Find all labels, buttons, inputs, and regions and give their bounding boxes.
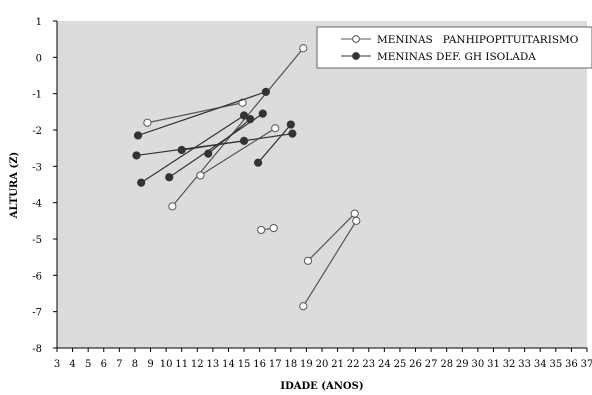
x-tick-label: 25 [394,359,407,370]
x-tick-label: 35 [549,359,562,370]
x-tick-label: 15 [238,359,251,370]
y-tick-label: -8 [32,344,42,355]
series-0-point-open-5-0 [299,302,308,311]
y-tick-label: -3 [32,162,42,173]
x-tick-label: 16 [253,359,266,370]
x-tick-label: 29 [456,359,469,370]
y-tick-label: -7 [32,308,42,319]
legend: MENINAS PANHIPOPITUITARISMO MENINAS DEF.… [316,26,592,69]
x-axis-title: IDADE (ANOS) [280,381,363,392]
series-0-line-4 [307,213,356,262]
x-tick-label: 14 [222,359,235,370]
series-1-point-filled-3-1 [258,109,267,118]
x-tick-label: 18 [284,359,297,370]
x-tick-label: 9 [147,359,153,370]
y-axis-title: ALTURA (Z) [9,152,20,219]
x-tick-label: 30 [472,359,485,370]
series-1-line-2 [140,114,245,184]
series-1-point-filled-6-0 [253,158,263,167]
series-1-point-filled-0-1 [261,87,270,96]
x-tick-label: 7 [116,359,122,370]
x-tick-label: 20 [316,359,329,370]
series-0-point-open-3-0 [257,225,266,235]
series-0-line-2 [200,127,276,176]
series-0-point-open-1-0 [168,202,177,211]
series-1-point-filled-2-1 [239,111,249,120]
y-tick-label: -5 [32,235,42,246]
legend-label-panhipopituitarismo: MENINAS PANHIPOPITUITARISMO [377,34,579,46]
x-tick-label: 36 [565,359,578,370]
series-0-line-0 [147,102,243,124]
x-tick-label: 17 [269,359,282,370]
series-0-point-open-4-1 [350,209,359,218]
x-tick-label: 13 [207,359,220,370]
series-1-point-filled-1-1 [239,136,249,145]
series-0-point-open-0-0 [143,118,152,127]
series-1-point-filled-0-0 [133,131,143,140]
series-0-point-open-4-0 [303,256,313,265]
plot-area [57,21,587,348]
legend-label-def-gh-isolada: MENINAS DEF. GH ISOLADA [377,51,536,63]
y-tick-label: 1 [36,17,42,28]
x-tick-label: 27 [425,359,438,370]
x-tick-label: 12 [191,359,204,370]
data-marks [132,44,361,311]
x-tick-label: 23 [362,359,375,370]
series-1-point-filled-6-1 [286,120,295,129]
x-tick-label: 11 [175,359,188,370]
series-1-point-filled-5-1 [246,115,255,124]
x-tick-label: 6 [101,359,107,370]
series-1-point-filled-1-0 [132,151,141,160]
series-0-line-1 [171,47,304,207]
series-0-point-open-2-1 [271,124,280,133]
y-axis: 1 0 -1 -2 -3 -4 -5 -6 -7 -8 [32,17,57,355]
x-tick-label: 3 [54,359,60,370]
legend-marker-filled [352,52,360,60]
x-tick-label: 33 [518,359,531,370]
legend-box [316,26,592,69]
x-tick-label: 22 [347,359,360,370]
series-0-point-open-3-1 [269,224,278,233]
x-axis: 3 4 5 6 7 8 9 10 11 12 13 14 15 16 17 18 19 20 21 22 23 24 25 2… [54,348,592,370]
series-0-point-open-2-0 [196,171,205,180]
x-tick-label: 24 [378,359,391,370]
x-tick-label: 34 [534,359,547,370]
x-tick-label: 8 [132,359,138,370]
series-1-point-filled-5-0 [204,149,213,158]
series-1-point-filled-3-0 [165,173,174,182]
series-1-line-0 [137,91,267,137]
x-tick-label: 31 [487,359,500,370]
y-tick-label: -1 [32,90,42,101]
x-tick-label: 26 [409,359,422,370]
y-tick-label: -6 [32,271,42,282]
x-tick-label: 4 [69,359,75,370]
x-tick-label: 10 [160,359,173,370]
series-1-point-filled-4-1 [288,129,297,138]
x-tick-label: 32 [503,359,516,370]
series-1-line-5 [207,118,251,155]
series-1-point-filled-4-0 [177,145,186,155]
legend-marker-open [352,35,360,43]
x-tick-label: 21 [331,359,344,370]
x-tick-label: 5 [85,359,91,370]
x-tick-label: 28 [440,359,453,370]
x-tick-label: 19 [300,359,313,370]
series-0-point-open-5-1 [352,216,361,225]
y-tick-label: -4 [32,199,42,210]
x-tick-label: 37 [581,359,592,370]
series-0-point-open-1-1 [299,44,308,53]
series-0-line-5 [302,220,357,307]
series-1-line-6 [257,124,292,164]
y-tick-label: -2 [32,126,42,137]
series-1-point-filled-2-0 [137,178,146,187]
y-tick-label: 0 [36,53,42,64]
series-1-line-4 [181,133,293,151]
